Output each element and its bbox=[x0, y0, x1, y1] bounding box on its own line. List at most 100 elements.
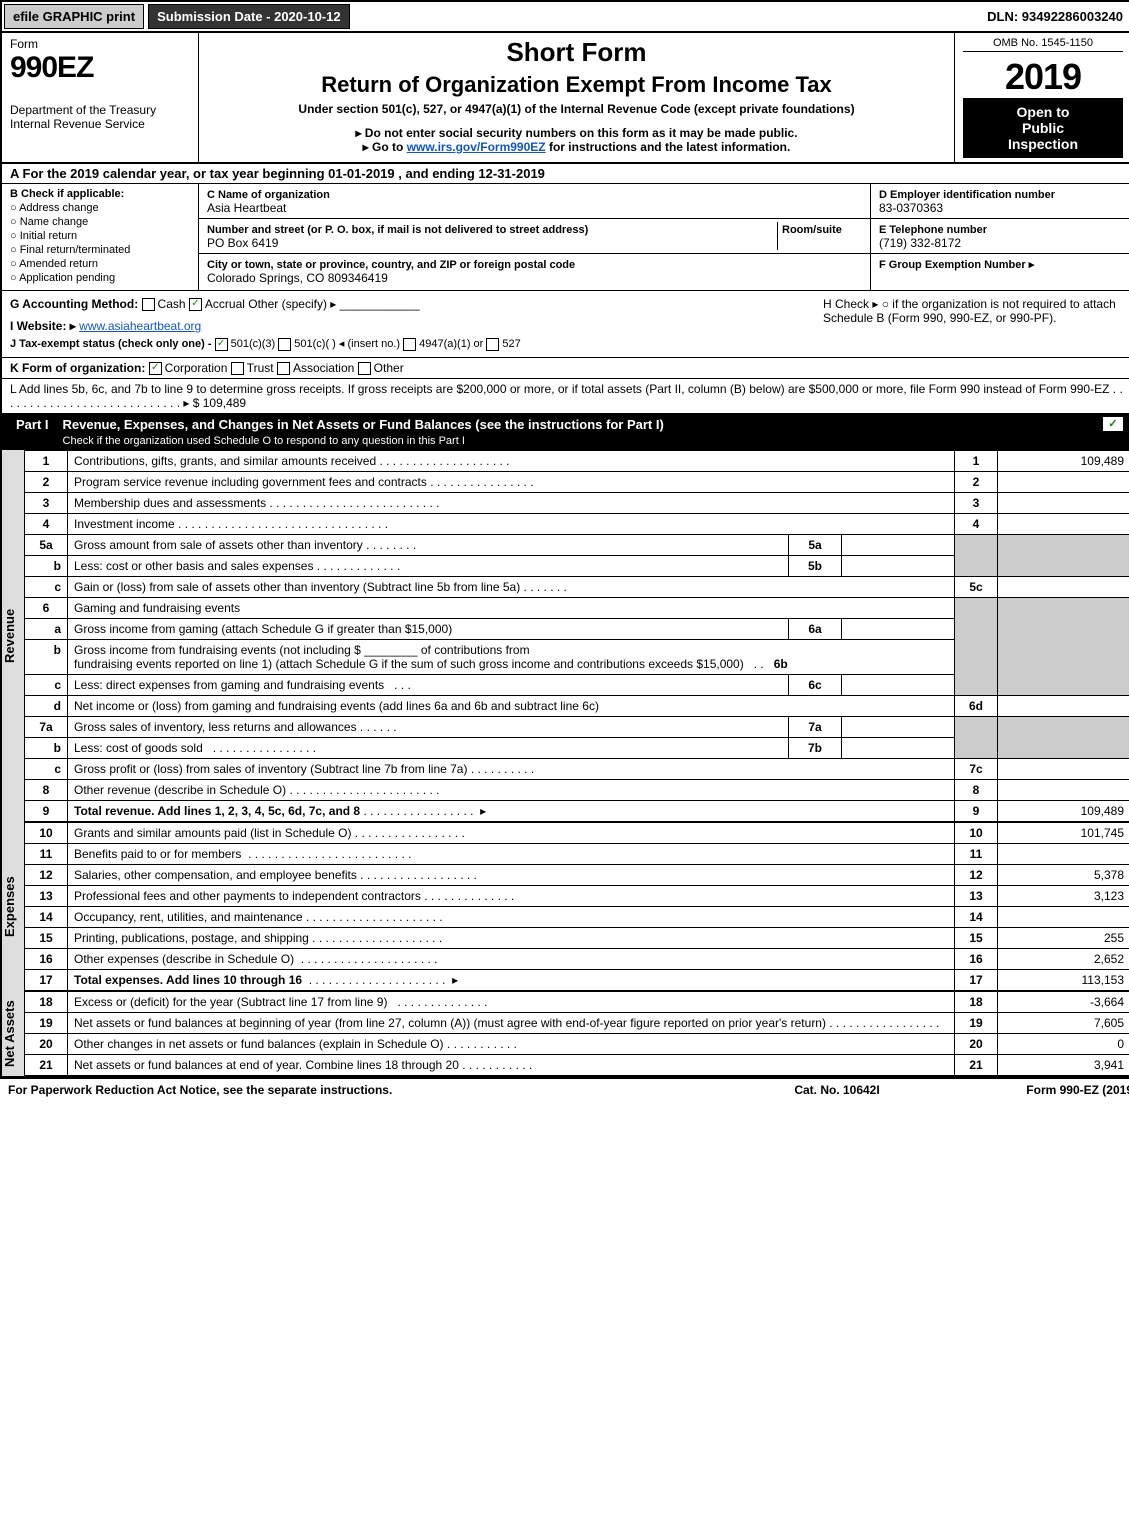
cb-address-change[interactable]: Address change bbox=[10, 202, 190, 214]
line-6c-label: Less: direct expenses from gaming and fu… bbox=[74, 678, 384, 692]
cb-final-return[interactable]: Final return/terminated bbox=[10, 244, 190, 256]
cb-application-pending[interactable]: Application pending bbox=[10, 272, 190, 284]
cb-501c[interactable] bbox=[278, 338, 291, 351]
net-assets-section: Net Assets 18Excess or (deficit) for the… bbox=[2, 991, 1129, 1076]
title-short: Short Form bbox=[207, 37, 946, 68]
line-19-val: 7,605 bbox=[998, 1013, 1129, 1034]
footer-mid: Cat. No. 10642I bbox=[737, 1083, 937, 1097]
501c-label: 501(c)( ) ◂ (insert no.) bbox=[294, 338, 400, 350]
open-l3: Inspection bbox=[967, 136, 1119, 152]
phone-cell: E Telephone number (719) 332-8172 bbox=[871, 219, 1129, 254]
part-i-num: Part I bbox=[10, 417, 55, 447]
line-15-val: 255 bbox=[998, 928, 1129, 949]
ein-cell: D Employer identification number 83-0370… bbox=[871, 184, 1129, 219]
revenue-table: 1 Contributions, gifts, grants, and simi… bbox=[24, 450, 1129, 822]
block-def: D Employer identification number 83-0370… bbox=[870, 184, 1129, 290]
header-right: OMB No. 1545-1150 2019 Open to Public In… bbox=[954, 33, 1129, 162]
corporation-label: Corporation bbox=[165, 361, 228, 375]
info-grid: B Check if applicable: Address change Na… bbox=[2, 184, 1129, 291]
line-6-label: Gaming and fundraising events bbox=[68, 598, 955, 619]
block-b-title: B Check if applicable: bbox=[10, 188, 190, 200]
line-17-label: Total expenses. Add lines 10 through 16 bbox=[74, 973, 302, 987]
expenses-table: 10Grants and similar amounts paid (list … bbox=[24, 822, 1129, 991]
line-14-val bbox=[998, 907, 1129, 928]
line-6b-pre: Gross income from fundraising events (no… bbox=[74, 643, 361, 657]
line-3: 3Membership dues and assessments . . . .… bbox=[25, 493, 1129, 514]
line-6b-post: fundraising events reported on line 1) (… bbox=[74, 657, 744, 671]
line-14-label: Occupancy, rent, utilities, and maintena… bbox=[74, 910, 303, 924]
footer-right: Form 990-EZ (2019) bbox=[937, 1083, 1129, 1097]
cb-cash[interactable] bbox=[142, 298, 155, 311]
cb-527[interactable] bbox=[486, 338, 499, 351]
part-i-title: Revenue, Expenses, and Changes in Net As… bbox=[63, 417, 1103, 447]
line-5c-label: Gain or (loss) from sale of assets other… bbox=[74, 580, 520, 594]
phone-label: E Telephone number bbox=[879, 224, 987, 236]
cb-trust[interactable] bbox=[231, 362, 244, 375]
line-20-label: Other changes in net assets or fund bala… bbox=[74, 1037, 444, 1051]
cb-amended-return[interactable]: Amended return bbox=[10, 258, 190, 270]
line-21-label: Net assets or fund balances at end of ye… bbox=[74, 1058, 459, 1072]
line-18-label: Excess or (deficit) for the year (Subtra… bbox=[74, 995, 387, 1009]
line-8-label: Other revenue (describe in Schedule O) bbox=[74, 783, 286, 797]
line-1-val: 109,489 bbox=[998, 451, 1129, 472]
line-13-label: Professional fees and other payments to … bbox=[74, 889, 421, 903]
cb-association[interactable] bbox=[277, 362, 290, 375]
cb-other-org[interactable] bbox=[358, 362, 371, 375]
line-17-val: 113,153 bbox=[998, 970, 1129, 991]
line-12-label: Salaries, other compensation, and employ… bbox=[74, 868, 357, 882]
org-name-label: C Name of organization bbox=[207, 189, 330, 201]
warn-ssn: ▸ Do not enter social security numbers o… bbox=[207, 126, 946, 140]
efile-print-button[interactable]: efile GRAPHIC print bbox=[4, 4, 144, 29]
line-7c-label: Gross profit or (loss) from sales of inv… bbox=[74, 762, 467, 776]
row-l: L Add lines 5b, 6c, and 7b to line 9 to … bbox=[2, 379, 1129, 414]
part-i-checkbox[interactable]: ✓ bbox=[1103, 417, 1123, 431]
line-21: 21Net assets or fund balances at end of … bbox=[25, 1055, 1129, 1076]
line-6d-val bbox=[998, 696, 1129, 717]
open-public-box: Open to Public Inspection bbox=[963, 98, 1123, 158]
taxex-label: J Tax-exempt status (check only one) - bbox=[10, 338, 212, 350]
line-19-label: Net assets or fund balances at beginning… bbox=[74, 1016, 826, 1030]
block-h: H Check ▸ ○ if the organization is not r… bbox=[823, 297, 1123, 351]
cb-corporation[interactable]: ✓ bbox=[149, 362, 162, 375]
line-5a: 5aGross amount from sale of assets other… bbox=[25, 535, 1129, 556]
warn-post: for instructions and the latest informat… bbox=[546, 140, 791, 154]
submission-date-button[interactable]: Submission Date - 2020-10-12 bbox=[148, 4, 350, 29]
cb-accrual[interactable]: ✓ bbox=[189, 298, 202, 311]
omb-number: OMB No. 1545-1150 bbox=[963, 37, 1123, 52]
street-label: Number and street (or P. O. box, if mail… bbox=[207, 224, 588, 236]
line-6a-label: Gross income from gaming (attach Schedul… bbox=[74, 622, 452, 636]
irs-link[interactable]: www.irs.gov/Form990EZ bbox=[407, 140, 546, 154]
line-21-val: 3,941 bbox=[998, 1055, 1129, 1076]
cb-4947[interactable] bbox=[403, 338, 416, 351]
cb-name-change[interactable]: Name change bbox=[10, 216, 190, 228]
other-org-label: Other bbox=[374, 361, 404, 375]
period-bar: A For the 2019 calendar year, or tax yea… bbox=[2, 164, 1129, 184]
l-text: L Add lines 5b, 6c, and 7b to line 9 to … bbox=[10, 382, 1109, 396]
tax-year: 2019 bbox=[963, 56, 1123, 98]
ein-value: 83-0370363 bbox=[879, 201, 943, 215]
spacer bbox=[352, 2, 980, 31]
header-left: Form 990EZ Department of the Treasury In… bbox=[2, 33, 199, 162]
line-2-label: Program service revenue including govern… bbox=[74, 475, 427, 489]
line-15: 15Printing, publications, postage, and s… bbox=[25, 928, 1129, 949]
cb-initial-return[interactable]: Initial return bbox=[10, 230, 190, 242]
line-3-val bbox=[998, 493, 1129, 514]
line-7c-val bbox=[998, 759, 1129, 780]
cb-501c3[interactable]: ✓ bbox=[215, 338, 228, 351]
subtitle: Under section 501(c), 527, or 4947(a)(1)… bbox=[207, 102, 946, 116]
form-word: Form bbox=[10, 37, 190, 51]
4947-label: 4947(a)(1) or bbox=[419, 338, 483, 350]
warn-goto: ▸ Go to www.irs.gov/Form990EZ for instru… bbox=[207, 140, 946, 154]
city-label: City or town, state or province, country… bbox=[207, 259, 575, 271]
website-link[interactable]: www.asiaheartbeat.org bbox=[79, 319, 201, 333]
line-8-val bbox=[998, 780, 1129, 801]
line-7b-label: Less: cost of goods sold bbox=[74, 741, 203, 755]
line-2: 2Program service revenue including gover… bbox=[25, 472, 1129, 493]
line-20: 20Other changes in net assets or fund ba… bbox=[25, 1034, 1129, 1055]
trust-label: Trust bbox=[247, 361, 274, 375]
dept-label: Department of the Treasury bbox=[10, 103, 190, 117]
line-15-label: Printing, publications, postage, and shi… bbox=[74, 931, 309, 945]
line-12: 12Salaries, other compensation, and empl… bbox=[25, 865, 1129, 886]
line-17: 17Total expenses. Add lines 10 through 1… bbox=[25, 970, 1129, 991]
line-19: 19Net assets or fund balances at beginni… bbox=[25, 1013, 1129, 1034]
